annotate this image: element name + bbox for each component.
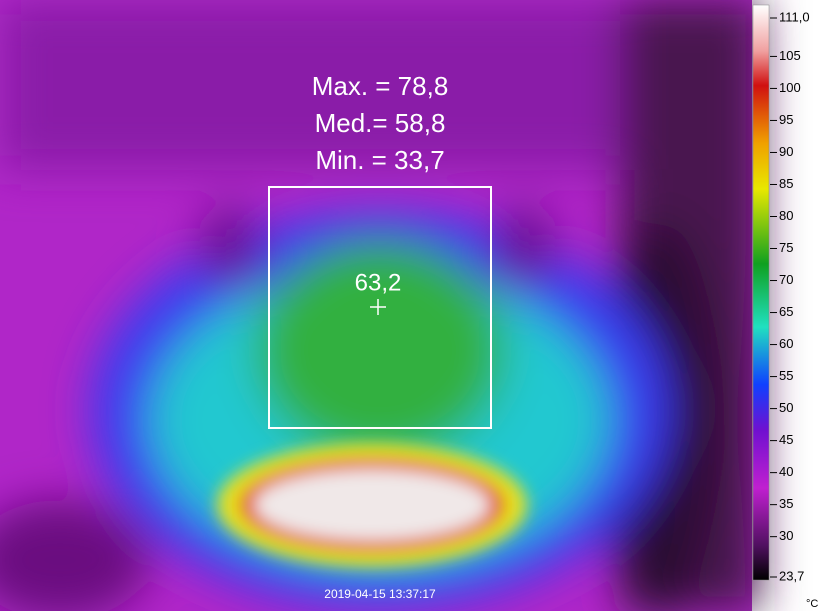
min-readout: Min. = 33,7 xyxy=(315,145,444,175)
page: {"readouts": {"max": "Max. = 78,8", "mea… xyxy=(0,0,832,611)
spot-value: 63,2 xyxy=(355,269,402,296)
timestamp: 2019-04-15 13:37:17 xyxy=(324,587,436,601)
scale-tick-label: 60 xyxy=(779,336,793,351)
scale-tick-label: 105 xyxy=(779,48,801,63)
max-readout: Max. = 78,8 xyxy=(312,71,449,101)
thermal-image: Max. = 78,8 Med.= 58,8 Min. = 33,7 63,2 … xyxy=(0,0,760,611)
scale-tick-label: 85 xyxy=(779,176,793,191)
scale-tick-label: 100 xyxy=(779,80,801,95)
scale-tick-label: 30 xyxy=(779,528,793,543)
scale-tick-label: 50 xyxy=(779,400,793,415)
thermal-view: Max. = 78,8 Med.= 58,8 Min. = 33,7 63,2 … xyxy=(0,0,832,611)
scale-tick-label: 90 xyxy=(779,144,793,159)
scale-tick-label: 40 xyxy=(779,464,793,479)
scale-tick-label: 35 xyxy=(779,496,793,511)
unit-label: °C xyxy=(806,598,818,610)
color-bar xyxy=(753,5,769,580)
scale-max-label: 111,0 xyxy=(779,9,810,24)
scale-tick-label: 80 xyxy=(779,208,793,223)
scale-min-label: 23,7 xyxy=(779,568,804,583)
scale-tick-label: 95 xyxy=(779,112,793,127)
scale-tick-label: 45 xyxy=(779,432,793,447)
scale-tick-label: 70 xyxy=(779,272,793,287)
scale-tick-label: 65 xyxy=(779,304,793,319)
scale-tick-label: 75 xyxy=(779,240,793,255)
mean-readout: Med.= 58,8 xyxy=(315,108,446,138)
scale-tick-label: 55 xyxy=(779,368,793,383)
